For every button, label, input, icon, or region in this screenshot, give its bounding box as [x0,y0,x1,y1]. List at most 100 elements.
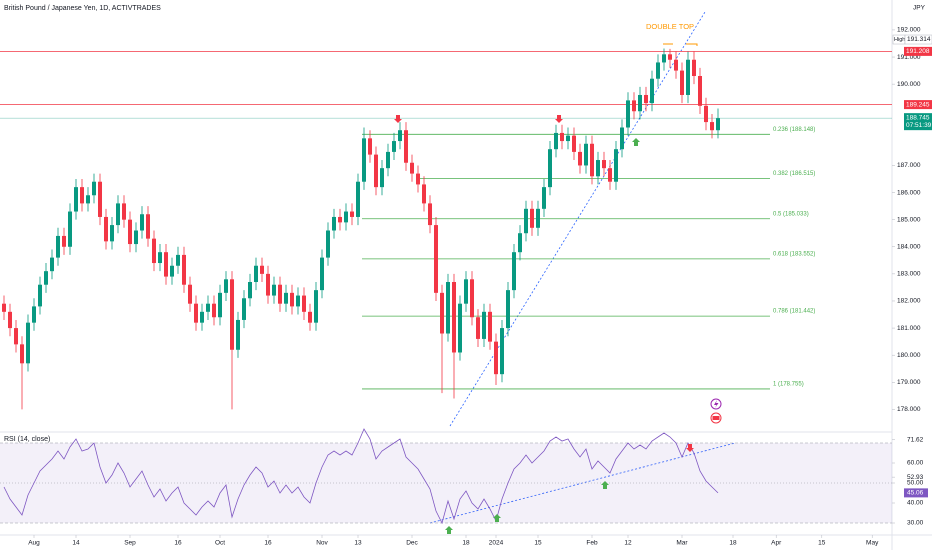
candle-body [464,279,469,304]
candle-body [692,59,697,77]
rsi-value-box [904,488,928,498]
candle-body [476,317,481,339]
x-tick-label: 2024 [489,540,504,547]
event-icon-glyph [714,400,719,408]
rsi-line [3,428,719,525]
candle-body [452,282,457,353]
candle-body [422,184,427,204]
high-label: High [894,37,905,43]
x-tick-label: 16 [264,540,272,547]
candle-body [428,203,433,226]
candle-body [554,132,559,150]
candle-body [332,216,337,231]
candle-body [104,216,109,242]
candle-body [644,94,649,104]
candle-body [200,311,205,323]
candle-body [626,100,631,128]
trend-line [449,11,706,427]
candle-body [590,143,595,177]
y-tick-label: 191.000 [897,54,921,61]
candle-body [182,254,187,285]
candle-body [50,257,55,272]
candle-body [488,311,493,342]
candle-body [8,311,13,329]
candle-body [374,154,379,188]
candle-body [86,195,91,204]
candle-body [248,282,253,299]
high-value: 191.314 [907,36,931,43]
x-tick-label: Apr [771,540,782,547]
event-icon-glyph [712,416,720,420]
candle-body [236,319,241,350]
currency-label: JPY [913,5,926,12]
x-tick-label: 14 [72,540,80,547]
candle-body [68,211,73,247]
candle-body [656,62,661,79]
candle-body [458,303,463,353]
x-tick-label: 12 [624,540,632,547]
x-tick-label: Nov [316,540,328,547]
candles [2,48,721,410]
price-label-box [904,100,932,110]
candle-body [350,211,355,217]
candle-body [542,187,547,209]
candle-body [572,135,577,152]
candle-body [14,328,19,345]
rsi-y-tick-label: 71.62 [907,436,924,443]
candle-body [224,279,229,293]
y-tick-label: 186.000 [897,189,921,196]
candle-body [62,235,67,247]
chart-title: British Pound / Japanese Yen, 1D, ACTIVT… [4,5,161,12]
price-label-box [904,46,932,56]
candle-body [296,295,301,307]
candle-body [614,149,619,182]
down-arrow [394,115,402,123]
candle-body [194,303,199,323]
candle-body [344,211,349,223]
candle-body [680,70,685,95]
candle-body [704,105,709,123]
candle-body [122,203,127,220]
candle-body [38,284,43,307]
candle-body [338,216,343,223]
candle-body [716,118,721,131]
y-tick-label: 184.000 [897,243,921,250]
candle-body [32,306,37,323]
candle-body [710,122,715,131]
candle-body [518,233,523,253]
candle-body [596,160,601,177]
y-tick-label: 178.000 [897,406,921,413]
y-tick-label: 185.000 [897,216,921,223]
y-tick-label: 180.000 [897,352,921,359]
candle-body [218,292,223,318]
candle-body [128,219,133,245]
candle-body [698,76,703,106]
candle-body [410,162,415,174]
candle-body [638,94,643,112]
candle-body [320,257,325,291]
candle-body [230,279,235,350]
y-tick-label: 192.000 [897,27,921,34]
candle-body [26,322,31,364]
fib-label: 0.786 (181.442) [773,309,815,315]
candle-body [380,168,385,188]
high-value-box [904,34,932,45]
candle-body [98,181,103,217]
candle-body [368,138,373,155]
candle-body [536,208,541,228]
candle-body [80,187,85,204]
candle-body [386,151,391,169]
candle-body [56,235,61,258]
candle-body [260,265,265,274]
x-tick-label: 18 [729,540,737,547]
x-tick-label: Aug [28,540,40,547]
candle-body [434,225,439,293]
candle-body [632,100,637,112]
candle-body [530,208,535,228]
candle-body [512,252,517,291]
candle-body [470,279,475,318]
fib-label: 0.236 (188.148) [773,127,815,133]
candle-body [140,214,145,231]
candle-body [362,138,367,182]
